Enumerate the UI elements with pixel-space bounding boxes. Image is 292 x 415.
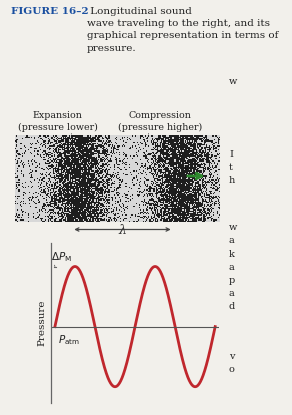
Text: FIGURE 16–2: FIGURE 16–2	[11, 7, 88, 16]
Text: $P_{\rm atm}$: $P_{\rm atm}$	[58, 333, 80, 347]
Text: $\Delta P_{\rm M}$: $\Delta P_{\rm M}$	[51, 250, 72, 264]
Text: w: w	[229, 77, 237, 86]
Text: Compression
(pressure higher): Compression (pressure higher)	[118, 111, 202, 132]
Text: Longitudinal sound
wave traveling to the right, and its
graphical representation: Longitudinal sound wave traveling to the…	[86, 7, 278, 53]
Text: w
a
k
a
p
a
d: w a k a p a d	[229, 223, 237, 312]
Text: $\bar{v}$: $\bar{v}$	[183, 162, 190, 173]
Text: I
t
h: I t h	[229, 150, 235, 186]
Text: Expansion
(pressure lower): Expansion (pressure lower)	[18, 111, 98, 132]
Text: v
o: v o	[229, 352, 235, 374]
Y-axis label: Pressure: Pressure	[38, 299, 47, 346]
Text: λ: λ	[119, 224, 126, 237]
